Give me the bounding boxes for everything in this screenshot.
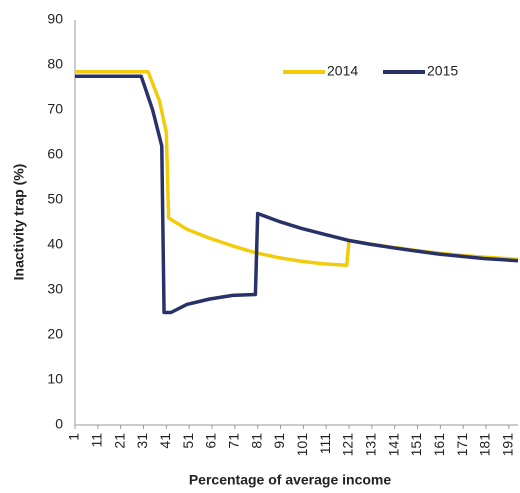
y-tick-label: 70	[47, 101, 63, 117]
x-tick-label: 191	[500, 433, 516, 457]
x-tick-label: 91	[271, 433, 287, 449]
y-axis-label: Inactivity trap (%)	[11, 164, 27, 281]
x-tick-label: 121	[340, 433, 356, 457]
x-tick-label: 31	[134, 433, 150, 449]
y-tick-label: 0	[55, 416, 63, 432]
x-tick-label: 141	[385, 433, 401, 457]
legend-label: 2015	[427, 63, 458, 79]
series-line	[75, 74, 519, 315]
x-tick-label: 101	[294, 433, 310, 457]
x-tick-label: 111	[317, 433, 333, 454]
x-tick-label: 21	[111, 433, 127, 449]
series-line	[75, 70, 519, 267]
x-tick-label: 151	[408, 433, 424, 457]
y-tick-label: 80	[47, 56, 63, 72]
x-tick-label: 11	[89, 433, 105, 448]
x-tick-label: 81	[248, 433, 264, 449]
x-tick-label: 41	[157, 433, 173, 449]
y-tick-label: 10	[47, 371, 63, 387]
x-tick-label: 131	[363, 433, 379, 457]
x-axis-label: Percentage of average income	[189, 472, 392, 488]
y-tick-label: 50	[47, 191, 63, 207]
x-tick-label: 161	[431, 433, 447, 457]
y-tick-label: 90	[47, 11, 63, 27]
x-tick-label: 171	[454, 433, 470, 457]
x-tick-label: 1	[66, 433, 82, 441]
x-tick-label: 61	[203, 433, 219, 449]
legend-label: 2014	[327, 63, 358, 79]
y-tick-label: 20	[47, 326, 63, 342]
y-tick-label: 30	[47, 281, 63, 297]
y-tick-label: 40	[47, 236, 63, 252]
x-tick-label: 51	[180, 433, 196, 449]
x-tick-label: 181	[477, 433, 493, 457]
y-tick-label: 60	[47, 146, 63, 162]
x-tick-label: 71	[226, 433, 242, 449]
